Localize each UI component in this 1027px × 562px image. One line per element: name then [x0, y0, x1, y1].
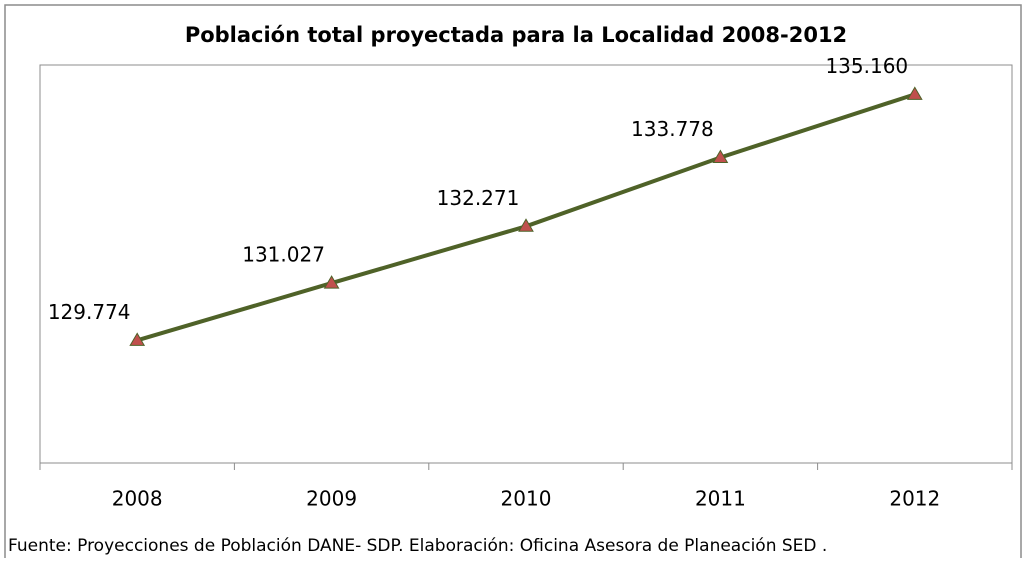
x-tick-label: 2009: [306, 487, 357, 511]
data-point: [712, 149, 729, 163]
data-point: [906, 86, 923, 100]
data-label: 131.027: [242, 243, 325, 267]
data-label: 129.774: [48, 300, 131, 324]
x-tick-label: 2008: [112, 487, 163, 511]
x-tick-label: 2012: [889, 487, 940, 511]
x-tick-label: 2010: [501, 487, 552, 511]
chart-title: Población total proyectada para la Local…: [185, 23, 847, 47]
data-label: 135.160: [825, 54, 908, 78]
data-point: [323, 275, 340, 289]
plot-area: [39, 64, 1013, 464]
source-note: Fuente: Proyecciones de Población DANE- …: [8, 536, 827, 556]
data-point: [129, 332, 146, 346]
data-label: 132.271: [437, 186, 520, 210]
x-tick-label: 2011: [695, 487, 746, 511]
data-label: 133.778: [631, 117, 714, 141]
data-point: [518, 218, 534, 232]
